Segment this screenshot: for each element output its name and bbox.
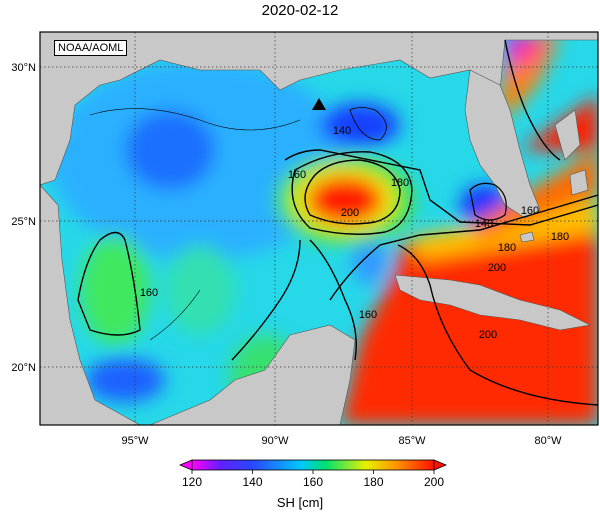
sea-height-shading bbox=[50, 35, 598, 425]
colorbar-tick: 180 bbox=[363, 475, 383, 489]
contour-label: 180 bbox=[498, 242, 516, 254]
land-masses bbox=[40, 32, 598, 425]
contour-label: 200 bbox=[479, 329, 497, 341]
colorbar-tick: 120 bbox=[182, 475, 202, 489]
colorbar: 120 140 160 180 200 bbox=[178, 459, 448, 489]
lon-label: 80°W bbox=[534, 435, 562, 447]
credit-label: NOAA/AOML bbox=[54, 40, 128, 56]
lon-label: 85°W bbox=[398, 435, 426, 447]
colorbar-low-arrow-icon bbox=[178, 459, 193, 471]
colorbar-tick: 200 bbox=[424, 475, 444, 489]
lat-label: 25°N bbox=[11, 216, 36, 228]
contour-label: 180 bbox=[391, 177, 409, 189]
contour-lines bbox=[77, 39, 598, 406]
graticule bbox=[40, 32, 598, 425]
contour-label: 160 bbox=[140, 287, 158, 299]
station-marker-icon bbox=[312, 98, 326, 110]
contour-label-group: 140 160 180 200 160 180 200 160 200 140 … bbox=[140, 125, 569, 341]
lon-label: 90°W bbox=[261, 435, 289, 447]
contour-label: 180 bbox=[551, 231, 569, 243]
colorbar-label: SH [cm] bbox=[276, 495, 324, 510]
contour-label: 200 bbox=[341, 207, 359, 219]
contour-label: 160 bbox=[288, 169, 306, 181]
lat-label: 20°N bbox=[11, 362, 36, 374]
colorbar-high-arrow-icon bbox=[433, 459, 448, 471]
contour-label: 160 bbox=[521, 205, 539, 217]
contour-label: 140 bbox=[475, 218, 493, 230]
lon-label: 95°W bbox=[121, 435, 149, 447]
map-frame bbox=[39, 31, 599, 426]
contour-label: 160 bbox=[359, 309, 377, 321]
colorbar-tick: 140 bbox=[242, 475, 262, 489]
lat-label: 30°N bbox=[11, 62, 36, 74]
map-date-title: 2020-02-12 bbox=[261, 2, 339, 19]
colorbar-tick: 160 bbox=[303, 475, 323, 489]
contour-label: 140 bbox=[333, 125, 351, 137]
contour-label: 200 bbox=[488, 262, 506, 274]
